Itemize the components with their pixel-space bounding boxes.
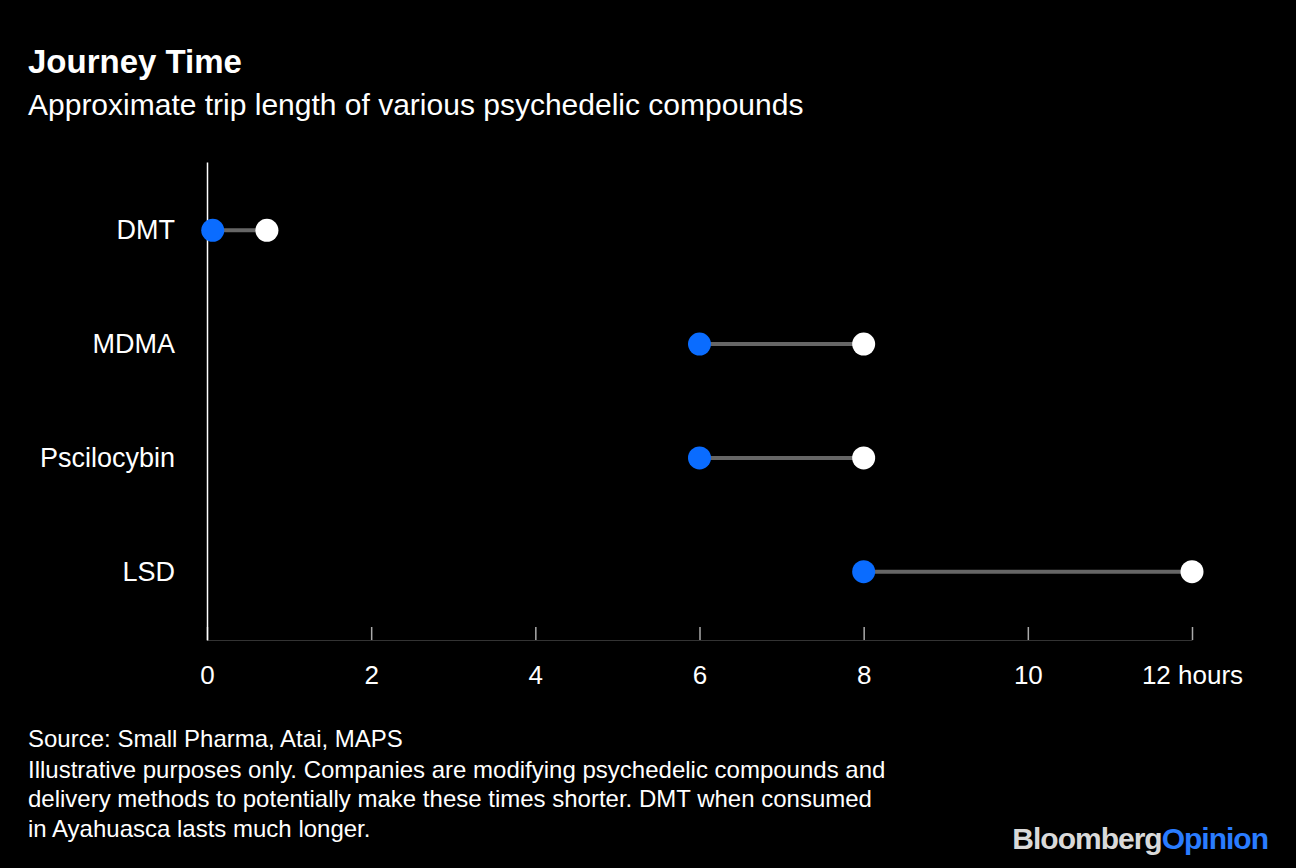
x-tick: 6 (693, 627, 707, 690)
y-tick: LSD (122, 557, 207, 587)
y-tick: MDMA (93, 329, 208, 359)
y-tick-label: LSD (122, 557, 175, 587)
x-tick-mark (371, 627, 373, 640)
x-tick-label: 4 (529, 660, 543, 690)
brand: BloombergOpinion (1012, 822, 1268, 855)
x-tick-label: 12 hours (1142, 660, 1243, 690)
chart: Journey Time Approximate trip length of v… (0, 0, 1296, 868)
x-tick-mark (863, 627, 865, 640)
y-tick: Pscilocybin (40, 443, 207, 473)
title: Journey Time (28, 43, 242, 80)
x-tick: 12 hours (1142, 627, 1243, 690)
background (0, 0, 1296, 868)
x-tick-label: 2 (364, 660, 378, 690)
dot (852, 446, 875, 469)
dot (1181, 560, 1204, 583)
y-tick-label: MDMA (93, 329, 176, 359)
x-tick-mark (535, 627, 537, 640)
connector (864, 570, 1192, 574)
note: Illustrative purposes only. Companies ar… (28, 756, 885, 783)
note: Source: Small Pharma, Atai, MAPS (28, 725, 403, 752)
x-tick-mark (1028, 627, 1030, 640)
x-tick-label: 10 (1014, 660, 1043, 690)
dot (688, 333, 711, 356)
brand-word: Opinion (1162, 822, 1268, 855)
connector (700, 456, 864, 460)
subtitle: Approximate trip length of various psych… (28, 88, 803, 121)
brand-word: Bloomberg (1012, 822, 1161, 855)
y-tick-label: Pscilocybin (40, 443, 175, 473)
x-tick: 10 (1014, 627, 1043, 690)
x-tick-label: 0 (200, 660, 214, 690)
dot (852, 560, 875, 583)
dot (201, 219, 224, 242)
note: in Ayahuasca lasts much longer. (28, 815, 370, 842)
x-tick: 2 (364, 627, 378, 690)
note: delivery methods to potentially make the… (28, 785, 872, 812)
x-axis-line (208, 640, 1193, 641)
x-tick-label: 6 (693, 660, 707, 690)
marks (201, 219, 1203, 583)
y-tick-label: DMT (117, 215, 175, 245)
x-axis: 0 2 4 6 8 10 12 hours (200, 627, 1243, 690)
connector (700, 342, 864, 346)
y-axis: DMT MDMA Pscilocybin LSD (40, 163, 208, 641)
dot (255, 219, 278, 242)
dot (688, 446, 711, 469)
x-tick-mark (1192, 627, 1194, 640)
x-tick-label: 8 (857, 660, 871, 690)
y-tick: DMT (117, 215, 207, 245)
x-tick: 4 (529, 627, 543, 690)
x-tick-mark (699, 627, 701, 640)
dot (852, 333, 875, 356)
x-tick: 8 (857, 627, 871, 690)
